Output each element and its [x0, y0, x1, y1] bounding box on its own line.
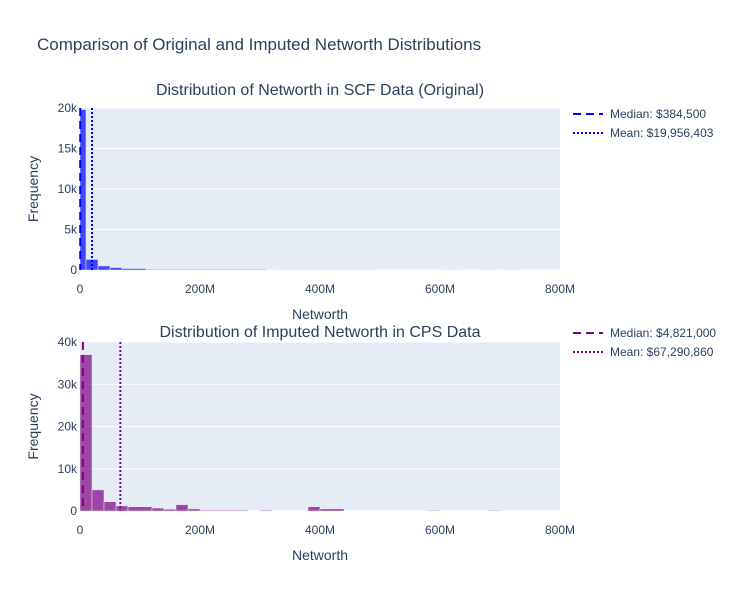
- histogram-bar: [91, 489, 105, 512]
- histogram-bar: [175, 504, 189, 512]
- histogram-bar: [487, 510, 501, 512]
- x-axis-label: Networth: [292, 306, 348, 322]
- y-tick-label: 30k: [58, 377, 78, 391]
- x-tick-label: 600M: [425, 523, 455, 537]
- subplot-title: Distribution of Imputed Networth in CPS …: [159, 324, 480, 341]
- histogram-bar: [427, 510, 441, 512]
- x-tick-label: 200M: [185, 523, 215, 537]
- legend-item[interactable]: Mean: $67,290,860: [573, 345, 714, 359]
- chart-1: 0 5k 10k 15k 20k 0 200M 400M 600M 800M Median: $38…: [25, 82, 714, 322]
- y-tick-label: 20k: [58, 101, 78, 115]
- histogram-bar: [145, 269, 267, 271]
- histogram-bar: [109, 267, 123, 271]
- histogram-bar: [319, 508, 345, 512]
- x-axis-label: Networth: [292, 547, 348, 563]
- x-tick-label: 0: [77, 282, 84, 296]
- chart-2: 0 10k 20k 30k 40k 0 200M 400M 600M 800M Median: $4…: [25, 324, 716, 563]
- legend-label: Mean: $19,956,403: [610, 126, 714, 140]
- y-axis-label: Frequency: [25, 393, 41, 459]
- y-tick-label: 0: [70, 504, 77, 518]
- histogram-bar: [121, 268, 147, 271]
- x-tick-label: 400M: [305, 523, 335, 537]
- y-tick-label: 40k: [58, 335, 78, 349]
- histogram-bar: [103, 501, 117, 512]
- histogram-bar: [307, 506, 321, 512]
- histogram-bar: [259, 509, 273, 512]
- histogram-bar: [163, 509, 177, 512]
- legend-item[interactable]: Median: $4,821,000: [573, 326, 716, 340]
- histogram-bar: [187, 508, 201, 512]
- y-tick-label: 15k: [58, 142, 78, 156]
- histogram-bar: [151, 507, 165, 512]
- legend-label: Mean: $67,290,860: [610, 345, 714, 359]
- x-tick-label: 200M: [185, 282, 215, 296]
- histogram-bar: [127, 506, 153, 512]
- histogram-bar: [97, 265, 111, 271]
- legend-item[interactable]: Mean: $19,956,403: [573, 126, 714, 140]
- x-tick-label: 0: [77, 523, 84, 537]
- y-tick-label: 20k: [58, 420, 78, 434]
- x-tick-label: 800M: [545, 523, 575, 537]
- y-axis-label: Frequency: [25, 156, 41, 222]
- figure-title: Comparison of Original and Imputed Netwo…: [37, 35, 481, 54]
- x-tick-label: 800M: [545, 282, 575, 296]
- x-tick-label: 400M: [305, 282, 335, 296]
- y-tick-label: 0: [70, 263, 77, 277]
- legend-item[interactable]: Median: $384,500: [573, 107, 706, 121]
- y-tick-label: 10k: [58, 182, 78, 196]
- histogram-bar: [115, 505, 129, 512]
- y-tick-label: 5k: [64, 223, 78, 237]
- legend-label: Median: $4,821,000: [610, 326, 716, 340]
- histogram-bar: [79, 354, 93, 512]
- histogram-bar: [199, 509, 249, 512]
- y-tick-label: 10k: [58, 462, 78, 476]
- x-tick-label: 600M: [425, 282, 455, 296]
- subplot-title: Distribution of Networth in SCF Data (Or…: [156, 82, 484, 99]
- legend-label: Median: $384,500: [610, 107, 706, 121]
